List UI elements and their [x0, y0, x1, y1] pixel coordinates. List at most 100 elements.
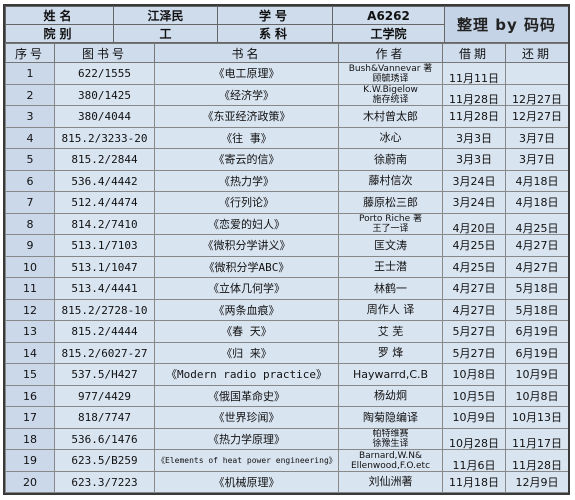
borrow-date: 10月8日 [442, 363, 506, 386]
table-row: 19 623.5/B259 《Elements of heat power engi… [5, 449, 568, 472]
book-author: 陶菊隐编译 [338, 406, 443, 429]
table-row: 11 513.4/4441 《立体几何学》 林鹤一 4月27日 5月18日 [5, 277, 568, 300]
col-header-title: 书名 [154, 43, 339, 63]
author-line: 罗 烽 [377, 346, 404, 359]
book-call-number: 815.2/2844 [54, 148, 155, 171]
col-header-code: 图书号 [54, 43, 155, 63]
table-row: 3 380/4044 《东亚经济政策》 木村曾太郎 11月28日 12月27日 [5, 105, 568, 128]
return-date: 6月19日 [505, 320, 568, 343]
book-author: 冰心 [338, 127, 443, 149]
return-date: 6月19日 [505, 342, 568, 364]
book-author: Rothe,Rudolf [338, 492, 443, 493]
book-call-number: 814.2/7410 [54, 213, 155, 235]
book-title: 《春 天》 [154, 320, 339, 343]
book-call-number: 513.1/1047 [54, 256, 155, 278]
table-row: 6 536.4/4442 《热力学》 藤村信次 3月24日 4月18日 [5, 170, 568, 192]
book-call-number: 536.4/4442 [54, 170, 155, 192]
book-author: K.W.Bigelow 施存统译 [338, 84, 443, 106]
book-title: 《微积分学讲义》 [154, 234, 339, 257]
borrow-date: 10月5日 [442, 385, 506, 407]
author-line: 藤村信次 [368, 174, 413, 187]
author-line: 周作人 译 [366, 303, 415, 316]
borrow-date: 12月8日 [442, 492, 506, 493]
book-title: 《电工原理》 [154, 62, 339, 85]
borrow-date: 5月27日 [442, 342, 506, 364]
row-number: 1 [5, 62, 55, 85]
author-line: 帕特维赛 [372, 429, 409, 440]
college-label: 院别 [5, 24, 114, 43]
book-title: 《东亚经济政策》 [154, 105, 339, 128]
table-row: 9 513.1/7103 《微积分学讲义》 匡文涛 4月25日 4月27日 [5, 234, 568, 257]
row-number: 16 [5, 385, 55, 407]
student-info-header: 姓名 江泽民 学号 A6262 整理 by 码码 院别 工 系科 工学院 [5, 6, 568, 43]
book-author: Barnard,W.N& Ellenwood,F.O.etc [338, 449, 443, 472]
borrow-date: 11月6日 [442, 449, 506, 472]
book-call-number: 537.5/H427 [54, 363, 155, 386]
return-date: 5月18日 [505, 277, 568, 300]
borrow-date: 4月27日 [442, 299, 506, 321]
author-line: Bush&Vannevar 著 [348, 63, 433, 74]
table-row: 12 815.2/2728-10 《两条血痕》 周作人 译 4月27日 5月18日 [5, 299, 568, 321]
author-line: 林鹤一 [374, 281, 407, 295]
name-label: 姓名 [5, 6, 114, 25]
department-value: 工学院 [332, 24, 445, 43]
book-call-number: 815.2/3233-20 [54, 127, 155, 149]
row-number: 14 [5, 342, 55, 364]
table-row: 10 513.1/1047 《微积分学ABC》 王士潜 4月25日 4月27日 [5, 256, 568, 278]
author-line: 杨幼炯 [374, 389, 407, 402]
borrow-records-table: 序号 图书号 书名 作者 借期 还期 1 622/1555 《电工原理》 Bush&V… [5, 43, 568, 493]
author-line: 匡文涛 [374, 238, 407, 252]
book-author: 艾 芜 [338, 320, 443, 343]
book-call-number: 815.2/4444 [54, 320, 155, 343]
book-title: 《Hohere mathematik》 [154, 492, 339, 493]
row-number: 5 [5, 148, 55, 171]
borrow-date: 11月28日 [442, 84, 506, 106]
borrow-date: 11月11日 [442, 62, 506, 85]
row-number: 12 [5, 299, 55, 321]
table-row: 20 623.3/7223 《机械原理》 刘仙洲著 11月18日 12月9日 [5, 471, 568, 493]
book-title: 《机械原理》 [154, 471, 339, 493]
borrow-date: 4月27日 [442, 277, 506, 300]
row-number: 19 [5, 449, 55, 472]
return-date: 4月27日 [505, 234, 568, 257]
author-line: K.W.Bigelow [363, 85, 418, 96]
table-row: 5 815.2/2844 《寄云的信》 徐蔚南 3月3日 3月7日 [5, 148, 568, 171]
author-line: Barnard,W.N& [358, 450, 423, 461]
author-line: 刘仙洲著 [368, 475, 413, 488]
return-date: 10月13日 [505, 406, 568, 429]
author-line: 王了一译 [372, 224, 409, 234]
book-author: 藤村信次 [338, 170, 443, 192]
row-number: 3 [5, 105, 55, 128]
row-number: 11 [5, 277, 55, 300]
col-header-no: 序号 [5, 43, 55, 63]
table-row: 21510/R845《Hohere mathematik》Rothe,Rudol… [5, 492, 568, 493]
author-line: 冰心 [379, 131, 402, 144]
return-date: 3月7日 [505, 127, 568, 149]
author-line: 陶菊隐编译 [363, 410, 418, 424]
table-row: 7 512.4/4474 《行列论》 藤原松三郎 3月24日 4月18日 [5, 191, 568, 214]
book-title: 《微积分学ABC》 [154, 256, 339, 278]
borrow-date: 3月3日 [442, 148, 506, 171]
book-author: 木村曾太郎 [338, 105, 443, 128]
book-author: Haywarrd,C.B [338, 363, 443, 386]
author-line: 木村曾太郎 [363, 109, 418, 123]
row-number: 6 [5, 170, 55, 192]
book-author: 王士潜 [338, 256, 443, 278]
borrow-date: 4月20日 [442, 213, 506, 235]
book-title: 《立体几何学》 [154, 277, 339, 300]
row-number: 7 [5, 191, 55, 214]
table-row: 4 815.2/3233-20 《往 事》 冰心 3月3日 3月7日 [5, 127, 568, 149]
book-call-number: 380/1425 [54, 84, 155, 106]
table-row: 18 536.6/1476 《热力学原理》 帕特维赛 徐豫生译 10月28日 11月17日 [5, 428, 568, 450]
column-header-row: 序号 图书号 书名 作者 借期 还期 [5, 43, 568, 63]
row-number: 10 [5, 256, 55, 278]
book-call-number: 536.6/1476 [54, 428, 155, 450]
col-header-author: 作者 [338, 43, 443, 63]
book-call-number: 513.1/7103 [54, 234, 155, 257]
author-line: 艾 芜 [377, 324, 404, 338]
return-date: 4月27日 [505, 256, 568, 278]
table-row: 16 977/4429 《俄国革命史》 杨幼炯 10月5日 10月8日 [5, 385, 568, 407]
book-call-number: 510/R845 [54, 492, 155, 493]
book-title: 《恋爱的妇人》 [154, 213, 339, 235]
return-date: 3月7日 [505, 148, 568, 171]
